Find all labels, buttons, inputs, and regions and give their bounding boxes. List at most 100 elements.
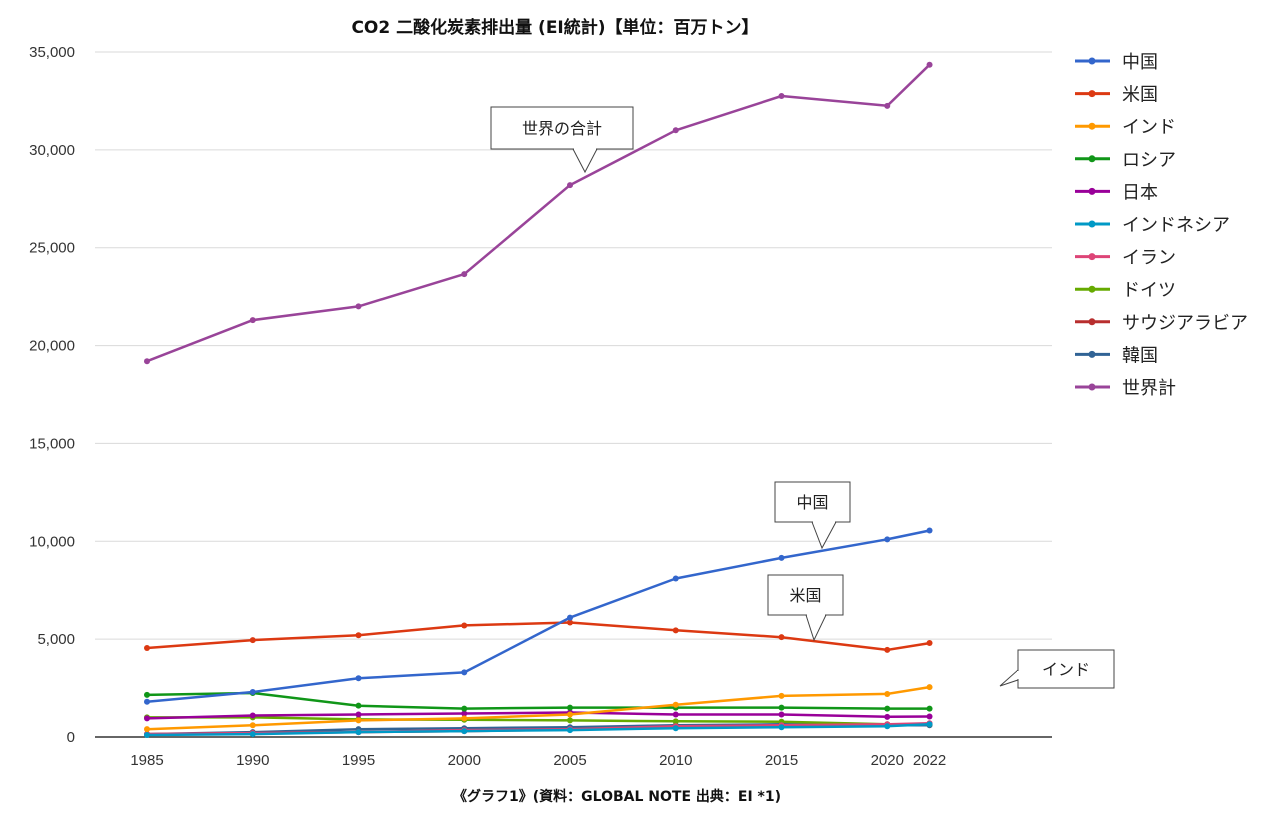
data-point (144, 715, 150, 722)
data-point (144, 732, 150, 739)
legend-marker (1088, 350, 1096, 358)
data-point (567, 727, 573, 734)
x-tick-label: 1985 (130, 752, 163, 769)
data-point (926, 713, 933, 720)
data-point (672, 718, 679, 725)
x-tick-label: 2010 (659, 752, 692, 769)
callout-text: 中国 (796, 493, 828, 512)
data-point (884, 713, 891, 720)
data-point (355, 717, 362, 724)
series-10 (144, 61, 933, 365)
data-point (249, 637, 256, 644)
data-point (567, 717, 573, 724)
annotation-callout: 米国 (767, 574, 844, 642)
callout-box (1017, 649, 1115, 689)
legend-marker (1088, 57, 1096, 65)
data-point (926, 721, 933, 728)
data-point (461, 715, 468, 722)
callout-box (490, 106, 634, 150)
data-point (461, 728, 468, 735)
legend-marker (1088, 187, 1096, 195)
annotation-callout: 中国 (774, 481, 851, 550)
y-tick-label: 5,000 (37, 631, 75, 648)
data-point (144, 726, 150, 733)
data-point (672, 701, 679, 708)
legend-item: 韓国 (1075, 345, 1158, 366)
y-tick-label: 10,000 (29, 533, 75, 550)
data-point (461, 271, 468, 278)
y-tick-label: 30,000 (29, 142, 75, 159)
legend-marker (1088, 383, 1096, 391)
x-tick-label: 2005 (553, 752, 586, 769)
data-point (778, 711, 785, 718)
data-point (884, 646, 891, 653)
series-5 (144, 721, 933, 739)
callout-text: インド (1042, 660, 1090, 679)
chart-title: CO2 二酸化炭素排出量 (EI統計)【単位：百万トン】 (351, 17, 758, 38)
callout-tail (811, 521, 837, 550)
data-point (778, 93, 785, 100)
data-point (884, 536, 891, 543)
data-point (144, 691, 150, 698)
data-point (461, 705, 468, 712)
data-point (567, 704, 573, 711)
x-tick-label: 2020 (871, 752, 904, 769)
x-tick-label: 1990 (236, 752, 269, 769)
data-point (884, 102, 891, 109)
legend-item: イラン (1075, 248, 1176, 269)
x-tick-label: 2015 (765, 752, 798, 769)
data-point (355, 702, 362, 709)
data-point (567, 619, 573, 626)
x-tick-label: 1995 (342, 752, 375, 769)
x-axis-ticks: 1985 1990 1995 2000 2005 2010 2015 2020 2022 (130, 752, 946, 769)
legend-item: 中国 (1075, 52, 1158, 73)
legend-item: サウジアラビア (1075, 313, 1248, 334)
legend-label: サウジアラビア (1122, 313, 1248, 334)
data-point (567, 614, 573, 621)
callout-box (774, 481, 851, 523)
data-point (249, 722, 256, 729)
legend-item: インドネシア (1075, 215, 1230, 236)
data-point (926, 527, 933, 534)
data-point (249, 731, 256, 738)
callout-text: 米国 (789, 586, 821, 605)
data-point (144, 644, 150, 651)
legend-item: 世界計 (1075, 378, 1176, 399)
data-point (926, 640, 933, 647)
legend-label: インドネシア (1122, 215, 1230, 236)
legend-label: 日本 (1122, 182, 1158, 203)
legend-marker (1088, 155, 1096, 163)
data-point (884, 690, 891, 697)
y-tick-label: 20,000 (29, 338, 75, 355)
legend-item: インド (1075, 117, 1176, 138)
data-point (778, 724, 785, 731)
annotation-callout: インド (999, 649, 1115, 689)
x-tick-label: 2022 (913, 752, 946, 769)
legend-marker (1088, 90, 1096, 98)
data-point (144, 698, 150, 705)
legend-marker (1088, 318, 1096, 326)
legend-item: ロシア (1075, 150, 1176, 171)
data-point (355, 303, 362, 310)
legend-marker (1088, 285, 1096, 293)
data-point (672, 575, 679, 582)
legend-label: インド (1122, 117, 1176, 138)
data-point (672, 127, 679, 134)
data-point (249, 688, 256, 695)
series-3 (144, 689, 933, 712)
data-point (461, 669, 468, 676)
callout-tail (999, 668, 1019, 687)
data-point (926, 61, 933, 68)
data-point (461, 622, 468, 629)
data-point (884, 705, 891, 712)
legend-label: 世界計 (1122, 378, 1176, 399)
series-0 (144, 527, 933, 705)
data-point (672, 725, 679, 732)
data-point (355, 632, 362, 639)
series-line (147, 716, 930, 726)
y-tick-label: 35,000 (29, 44, 75, 61)
series-1 (144, 619, 933, 653)
legend-item: ドイツ (1075, 280, 1176, 301)
legend-marker (1088, 122, 1096, 130)
data-point (355, 711, 362, 718)
